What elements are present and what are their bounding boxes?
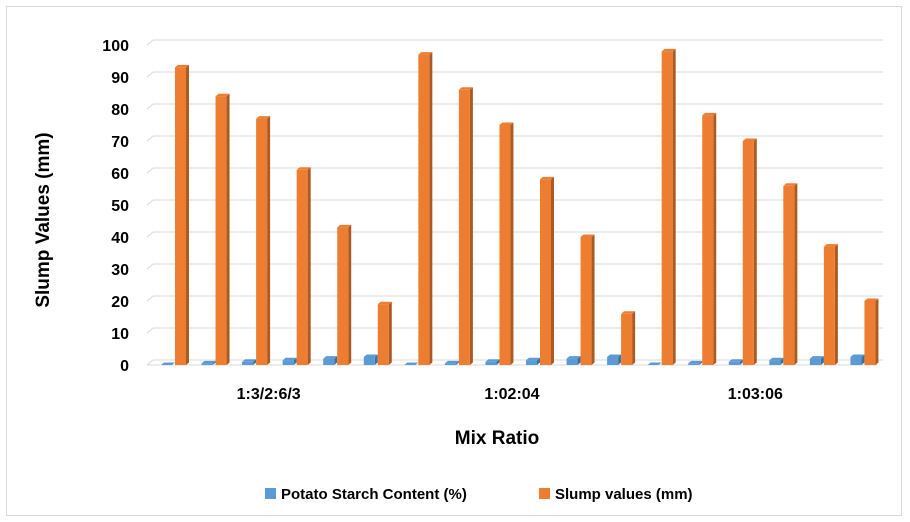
bar-slump — [823, 244, 838, 365]
bar-potato-starch — [769, 357, 784, 365]
y-tick-label: 40 — [111, 230, 129, 247]
bar-slump — [499, 122, 514, 365]
bar-slump — [661, 48, 676, 366]
x-tick-label: 1:02:04 — [484, 386, 539, 403]
gridline-side — [146, 327, 154, 334]
bar-slump — [702, 112, 717, 366]
bar-potato-starch — [282, 357, 297, 365]
bar-slump — [540, 176, 554, 365]
bar-slump — [580, 234, 595, 365]
gridline-side — [146, 231, 154, 238]
gridline-side — [146, 167, 154, 174]
x-axis-label: Mix Ratio — [455, 428, 539, 449]
x-axis: 1:3/2:6/3 1:02:04 1:03:06 — [237, 386, 783, 403]
bar-potato-starch — [485, 359, 500, 365]
y-axis: 0 10 20 30 40 50 60 70 80 90 100 — [102, 38, 129, 375]
y-tick-label: 100 — [102, 38, 129, 55]
bar-slump — [215, 93, 230, 365]
x-tick-label: 1:3/2:6/3 — [237, 386, 301, 403]
y-tick-label: 0 — [120, 358, 129, 375]
bar-potato-starch — [161, 362, 175, 365]
bar-slump — [337, 224, 352, 365]
gridline-side — [146, 71, 154, 78]
bar-slump — [458, 87, 473, 366]
y-tick-label: 90 — [111, 70, 129, 87]
bar-potato-starch — [363, 354, 378, 365]
legend-item: Slump values (mm) — [539, 486, 693, 503]
y-tick-label: 70 — [111, 134, 129, 151]
gridline-side — [146, 103, 154, 110]
bars — [161, 48, 879, 366]
y-tick-label: 30 — [111, 262, 129, 279]
y-tick-label: 10 — [111, 326, 129, 343]
bar-slump — [418, 52, 433, 365]
y-tick-label: 60 — [111, 166, 129, 183]
legend: Potato Starch Content (%) Slump values (m… — [265, 486, 693, 503]
bar-potato-starch — [809, 356, 824, 365]
y-axis-label: Slump Values (mm) — [33, 132, 54, 307]
bar-potato-starch — [688, 360, 703, 365]
bar-potato-starch — [647, 362, 662, 365]
legend-swatch — [265, 488, 276, 499]
legend-label: Slump values (mm) — [555, 486, 693, 503]
y-tick-label: 20 — [111, 294, 129, 311]
bar-slump — [621, 311, 636, 365]
bar-potato-starch — [526, 357, 540, 365]
legend-item: Potato Starch Content (%) — [265, 486, 467, 503]
bar-potato-starch — [566, 356, 581, 365]
bar-slump — [864, 298, 879, 365]
bar-slump — [296, 167, 311, 365]
bar-slump — [256, 116, 271, 365]
y-tick-label: 50 — [111, 198, 129, 215]
gridline-side — [146, 135, 154, 142]
bar-potato-starch — [242, 359, 257, 365]
gridline-side — [146, 295, 154, 302]
bar-potato-starch — [607, 354, 622, 365]
y-tick-label: 80 — [111, 102, 129, 119]
bar-potato-starch — [728, 359, 743, 365]
legend-swatch — [539, 488, 550, 499]
legend-label: Potato Starch Content (%) — [281, 486, 467, 503]
x-tick-label: 1:03:06 — [728, 386, 783, 403]
gridline-side — [146, 359, 154, 366]
bar-potato-starch — [850, 354, 865, 365]
chart-frame: 0 10 20 30 40 50 60 70 80 90 100 1:3/2:6/3 1:02:04 1… — [6, 6, 902, 516]
bar-slump — [783, 183, 798, 365]
gridline-side — [146, 39, 154, 46]
bar-potato-starch — [201, 360, 216, 365]
bar-slump — [377, 301, 392, 365]
bar-potato-starch — [444, 360, 459, 365]
gridline-side — [146, 263, 154, 270]
gridline-side — [146, 199, 154, 206]
bar-slump — [175, 64, 189, 366]
bar-slump — [742, 138, 757, 365]
gridlines — [146, 39, 883, 366]
bar-potato-starch — [323, 356, 338, 365]
bar-potato-starch — [404, 362, 419, 365]
